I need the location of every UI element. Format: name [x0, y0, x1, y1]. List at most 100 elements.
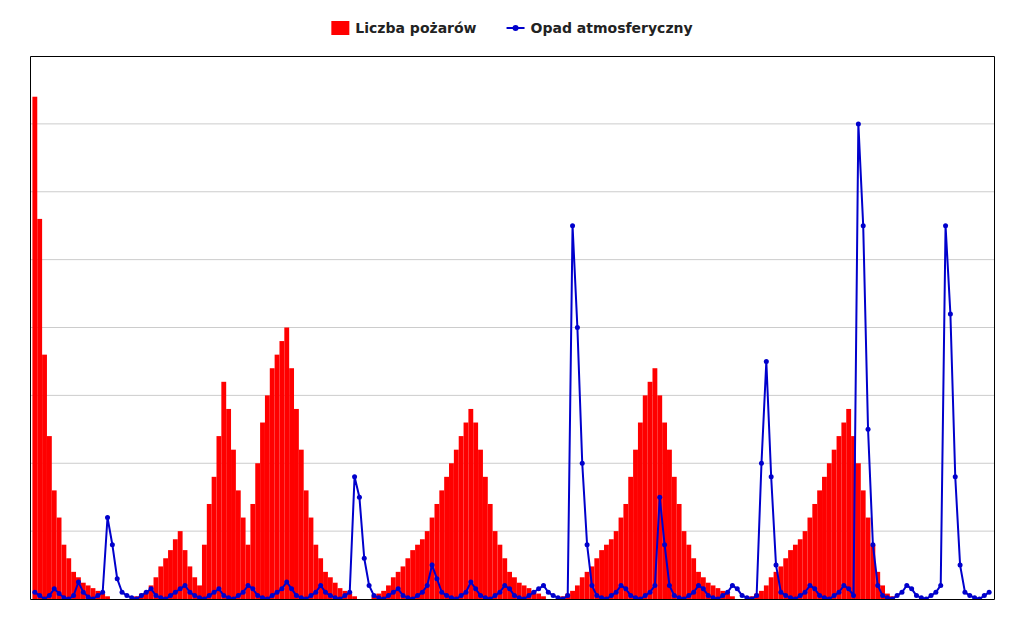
bar [246, 545, 251, 599]
marker [667, 583, 672, 588]
marker [657, 495, 662, 500]
bar [57, 518, 62, 599]
x-axis-top [31, 56, 995, 57]
bar [706, 583, 711, 599]
marker [158, 595, 163, 599]
marker [774, 563, 779, 568]
bar [633, 450, 638, 599]
bar [599, 550, 604, 599]
marker [526, 593, 531, 598]
marker [846, 586, 851, 591]
marker [454, 597, 459, 600]
marker [42, 597, 47, 600]
marker [604, 597, 609, 600]
marker [66, 597, 71, 600]
bar [827, 463, 832, 599]
bar [861, 490, 866, 599]
marker [236, 593, 241, 598]
marker [430, 563, 435, 568]
marker [531, 590, 536, 595]
bar [139, 594, 144, 599]
marker [958, 563, 963, 568]
marker [904, 583, 909, 588]
bar [812, 504, 817, 599]
bar [846, 409, 851, 599]
marker [183, 583, 188, 588]
marker [318, 583, 323, 588]
marker [197, 595, 202, 599]
marker [255, 593, 260, 598]
bar [982, 599, 987, 600]
bar [895, 599, 900, 600]
marker [643, 593, 648, 598]
marker [449, 595, 454, 599]
marker [357, 495, 362, 500]
bar [323, 572, 328, 599]
bar [52, 490, 57, 599]
marker [614, 590, 619, 595]
marker [308, 593, 313, 598]
marker [817, 593, 822, 598]
bar [415, 545, 420, 599]
marker [769, 474, 774, 479]
bar [619, 518, 624, 599]
marker [866, 427, 871, 432]
marker [497, 590, 502, 595]
marker [744, 595, 749, 599]
bar [638, 423, 643, 599]
marker [517, 595, 522, 599]
bar [352, 596, 357, 599]
bar [575, 585, 580, 599]
marker [37, 593, 42, 598]
marker [507, 586, 512, 591]
marker [493, 593, 498, 598]
marker [836, 590, 841, 595]
marker [827, 597, 832, 600]
marker [473, 586, 478, 591]
marker [589, 583, 594, 588]
bar [154, 577, 159, 599]
legend-marker [513, 25, 519, 31]
marker [289, 586, 294, 591]
marker [711, 595, 716, 599]
marker [124, 593, 129, 598]
bar [241, 518, 246, 599]
marker [759, 461, 764, 466]
marker [982, 593, 987, 598]
grid-line [30, 191, 994, 192]
bar [822, 477, 827, 599]
marker [715, 597, 720, 600]
marker [764, 359, 769, 364]
bar [909, 599, 914, 600]
marker [463, 590, 468, 595]
bar [798, 539, 803, 599]
bar [459, 436, 464, 599]
legend: Liczba pożarówOpad atmosferyczny [331, 20, 692, 36]
bar [66, 558, 71, 599]
bar [691, 558, 696, 599]
bar [163, 558, 168, 599]
bar [396, 572, 401, 599]
marker [81, 590, 86, 595]
marker [90, 597, 95, 600]
marker [720, 593, 725, 598]
marker [623, 586, 628, 591]
marker [439, 590, 444, 595]
marker [783, 593, 788, 598]
bar [904, 599, 909, 600]
marker [890, 597, 895, 600]
bar [682, 531, 687, 599]
bar [115, 599, 120, 600]
marker [628, 593, 633, 598]
bar [294, 409, 299, 599]
marker [807, 583, 812, 588]
bar [546, 599, 551, 600]
marker [565, 593, 570, 598]
marker [948, 311, 953, 316]
marker [972, 595, 977, 599]
bar [672, 477, 677, 599]
bar [502, 558, 507, 599]
bar [255, 463, 260, 599]
x-axis [31, 599, 995, 600]
marker [677, 595, 682, 599]
